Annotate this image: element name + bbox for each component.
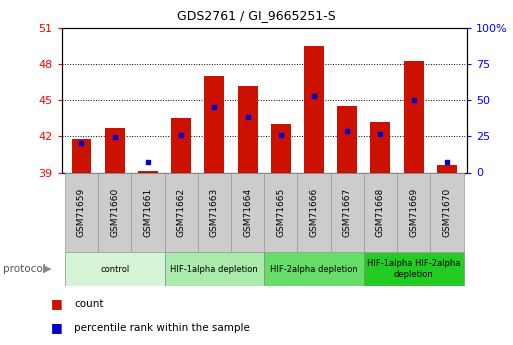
Text: GSM71666: GSM71666 <box>309 188 319 237</box>
Bar <box>204 76 224 172</box>
FancyBboxPatch shape <box>231 172 264 252</box>
Text: GSM71661: GSM71661 <box>144 188 152 237</box>
Text: ■: ■ <box>51 321 63 334</box>
Bar <box>71 139 91 172</box>
FancyBboxPatch shape <box>264 252 364 286</box>
Bar <box>171 118 191 172</box>
Text: ▶: ▶ <box>43 264 51 274</box>
Text: GSM71670: GSM71670 <box>442 188 451 237</box>
FancyBboxPatch shape <box>65 252 165 286</box>
FancyBboxPatch shape <box>364 172 397 252</box>
FancyBboxPatch shape <box>65 172 98 252</box>
Bar <box>337 106 357 172</box>
Text: GSM71659: GSM71659 <box>77 188 86 237</box>
Bar <box>138 171 158 172</box>
Text: HIF-2alpha depletion: HIF-2alpha depletion <box>270 265 358 274</box>
FancyBboxPatch shape <box>198 172 231 252</box>
Text: control: control <box>100 265 129 274</box>
Text: HIF-1alpha HIF-2alpha
depletion: HIF-1alpha HIF-2alpha depletion <box>367 259 460 279</box>
Text: GSM71665: GSM71665 <box>277 188 285 237</box>
Text: GSM71668: GSM71668 <box>376 188 385 237</box>
Text: GSM71662: GSM71662 <box>176 188 186 237</box>
Text: GSM71660: GSM71660 <box>110 188 119 237</box>
FancyBboxPatch shape <box>364 252 464 286</box>
Bar <box>304 46 324 172</box>
Bar <box>105 128 125 172</box>
FancyBboxPatch shape <box>264 172 298 252</box>
FancyBboxPatch shape <box>165 252 264 286</box>
Text: ■: ■ <box>51 297 63 310</box>
FancyBboxPatch shape <box>331 172 364 252</box>
Text: percentile rank within the sample: percentile rank within the sample <box>74 323 250 333</box>
FancyBboxPatch shape <box>165 172 198 252</box>
Bar <box>404 61 424 172</box>
Text: HIF-1alpha depletion: HIF-1alpha depletion <box>170 265 258 274</box>
Text: GSM71667: GSM71667 <box>343 188 352 237</box>
FancyBboxPatch shape <box>98 172 131 252</box>
FancyBboxPatch shape <box>131 172 165 252</box>
Text: GDS2761 / GI_9665251-S: GDS2761 / GI_9665251-S <box>177 9 336 22</box>
Text: protocol: protocol <box>3 264 45 274</box>
Bar <box>437 165 457 172</box>
Text: count: count <box>74 299 104 308</box>
FancyBboxPatch shape <box>430 172 464 252</box>
Text: GSM71664: GSM71664 <box>243 188 252 237</box>
FancyBboxPatch shape <box>298 172 331 252</box>
Bar <box>238 86 258 172</box>
Text: GSM71669: GSM71669 <box>409 188 418 237</box>
Bar <box>271 124 291 172</box>
Text: GSM71663: GSM71663 <box>210 188 219 237</box>
Bar <box>370 122 390 172</box>
FancyBboxPatch shape <box>397 172 430 252</box>
